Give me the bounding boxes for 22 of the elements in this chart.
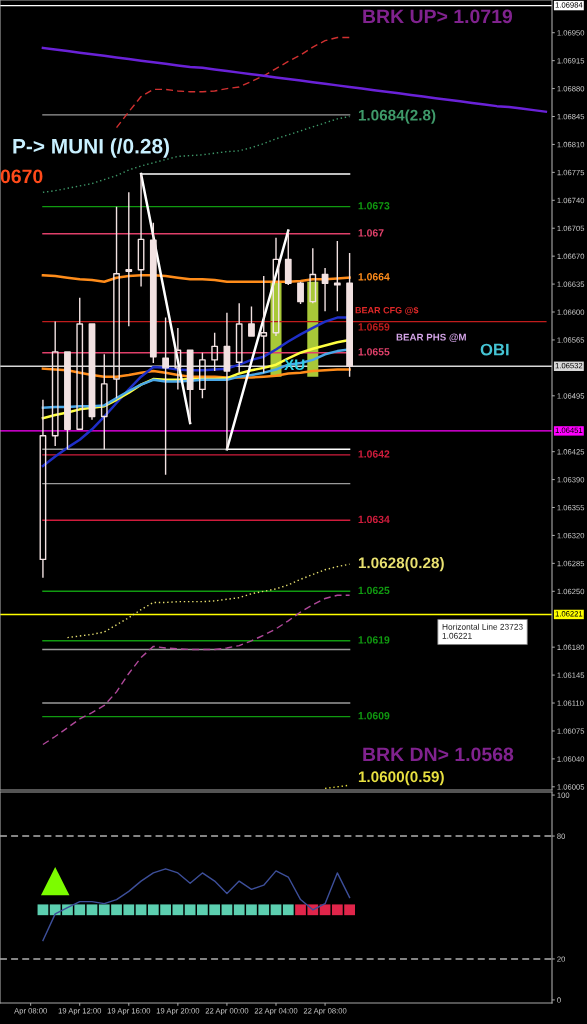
annotation: BRK UP> 1.0719 bbox=[363, 9, 513, 24]
series-label: 1.0659 bbox=[358, 323, 390, 331]
annotation: BEAR CFG @$ bbox=[355, 306, 419, 315]
annotation: BRK DN> 1.0568 bbox=[363, 747, 514, 762]
annotation: 0670 bbox=[0, 169, 43, 184]
series-label: 1.0684(2.8) bbox=[358, 109, 436, 124]
annotation: OBI bbox=[480, 343, 509, 356]
series-label: 1.0625 bbox=[358, 586, 390, 595]
series-label: 1.0642 bbox=[358, 450, 390, 458]
series-label: 1.0673 bbox=[358, 202, 390, 210]
series-label: 1.067 bbox=[358, 229, 384, 237]
annotation: XU bbox=[284, 359, 305, 371]
annotation: Horizontal Line 23723 1.06221 bbox=[442, 623, 523, 639]
series-label: 1.0634 bbox=[358, 515, 390, 524]
series-label: 1.0655 bbox=[358, 348, 390, 356]
series-label: 1.0600(0.59) bbox=[358, 770, 444, 786]
annotation: BEAR PHS @M bbox=[396, 333, 466, 343]
series-label: 1.0609 bbox=[358, 712, 390, 720]
series-label: 1.0619 bbox=[358, 636, 390, 644]
series-label: 1.0628(0.28) bbox=[358, 557, 444, 572]
series-label: 1.0664 bbox=[358, 273, 390, 281]
annotation: P-> MUNI (/0.28) bbox=[13, 138, 169, 158]
